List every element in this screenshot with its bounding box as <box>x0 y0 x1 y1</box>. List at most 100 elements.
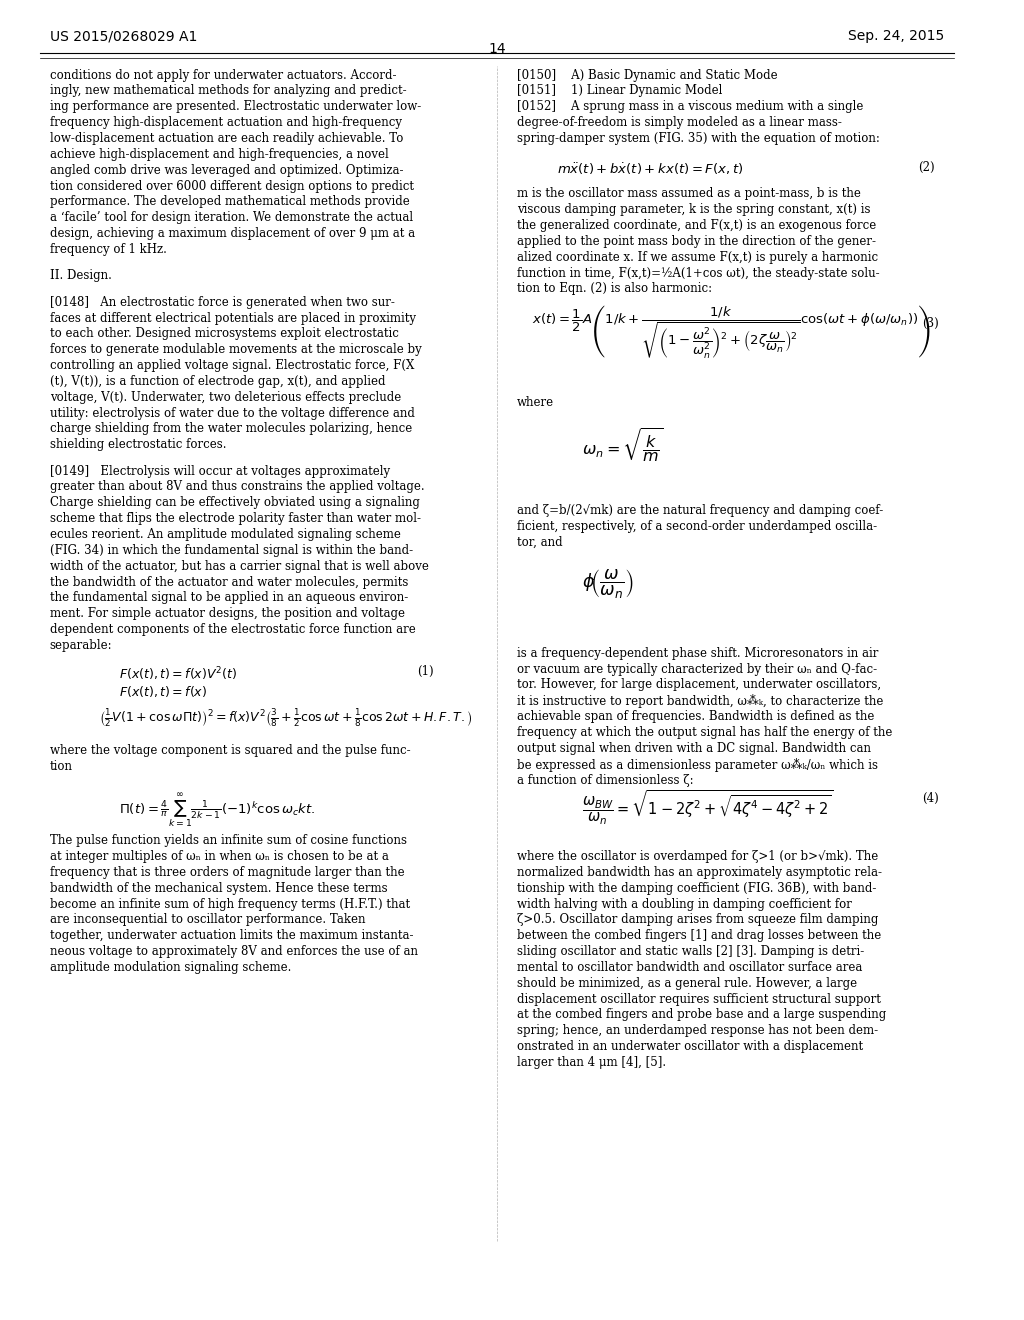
Text: between the combed fingers [1] and drag losses between the: between the combed fingers [1] and drag … <box>517 929 882 942</box>
Text: tor. However, for large displacement, underwater oscillators,: tor. However, for large displacement, un… <box>517 678 881 692</box>
Text: where the oscillator is overdamped for ζ>1 (or b>√mk). The: where the oscillator is overdamped for ζ… <box>517 850 879 863</box>
Text: $\Pi(t)=\frac{4}{\pi}\sum_{k=1}^{\infty}\frac{1}{2k-1}(-1)^k\cos\omega_c kt.$: $\Pi(t)=\frac{4}{\pi}\sum_{k=1}^{\infty}… <box>119 792 315 830</box>
Text: voltage, V(t). Underwater, two deleterious effects preclude: voltage, V(t). Underwater, two deleterio… <box>50 391 401 404</box>
Text: scheme that flips the electrode polarity faster than water mol-: scheme that flips the electrode polarity… <box>50 512 421 525</box>
Text: tion: tion <box>50 760 73 774</box>
Text: the generalized coordinate, and F(x,t) is an exogenous force: the generalized coordinate, and F(x,t) i… <box>517 219 877 232</box>
Text: $\phi\!\left(\dfrac{\omega}{\omega_n}\right)$: $\phi\!\left(\dfrac{\omega}{\omega_n}\ri… <box>582 568 634 599</box>
Text: $x(t) = \dfrac{1}{2}A\left(1/k + \dfrac{1/k}{\sqrt{\left(1-\dfrac{\omega^2}{\ome: $x(t) = \dfrac{1}{2}A\left(1/k + \dfrac{… <box>531 304 931 362</box>
Text: $\omega_n = \sqrt{\dfrac{k}{m}}$: $\omega_n = \sqrt{\dfrac{k}{m}}$ <box>582 428 664 465</box>
Text: conditions do not apply for underwater actuators. Accord-: conditions do not apply for underwater a… <box>50 69 396 82</box>
Text: angled comb drive was leveraged and optimized. Optimiza-: angled comb drive was leveraged and opti… <box>50 164 403 177</box>
Text: [0151]    1) Linear Dynamic Model: [0151] 1) Linear Dynamic Model <box>517 84 722 98</box>
Text: frequency at which the output signal has half the energy of the: frequency at which the output signal has… <box>517 726 892 739</box>
Text: ficient, respectively, of a second-order underdamped oscilla-: ficient, respectively, of a second-order… <box>517 520 877 533</box>
Text: spring-damper system (FIG. 35) with the equation of motion:: spring-damper system (FIG. 35) with the … <box>517 132 880 145</box>
Text: forces to generate modulable movements at the microscale by: forces to generate modulable movements a… <box>50 343 422 356</box>
Text: [0149]   Electrolysis will occur at voltages approximately: [0149] Electrolysis will occur at voltag… <box>50 465 390 478</box>
Text: applied to the point mass body in the direction of the gener-: applied to the point mass body in the di… <box>517 235 876 248</box>
Text: controlling an applied voltage signal. Electrostatic force, F(X: controlling an applied voltage signal. E… <box>50 359 414 372</box>
Text: dependent components of the electrostatic force function are: dependent components of the electrostati… <box>50 623 416 636</box>
Text: utility: electrolysis of water due to the voltage difference and: utility: electrolysis of water due to th… <box>50 407 415 420</box>
Text: width halving with a doubling in damping coefficient for: width halving with a doubling in damping… <box>517 898 852 911</box>
Text: tion considered over 6000 different design options to predict: tion considered over 6000 different desi… <box>50 180 414 193</box>
Text: (4): (4) <box>922 792 938 805</box>
Text: low-displacement actuation are each readily achievable. To: low-displacement actuation are each read… <box>50 132 403 145</box>
Text: width of the actuator, but has a carrier signal that is well above: width of the actuator, but has a carrier… <box>50 560 429 573</box>
Text: (1): (1) <box>418 665 434 678</box>
Text: (2): (2) <box>918 161 935 174</box>
Text: are inconsequential to oscillator performance. Taken: are inconsequential to oscillator perfor… <box>50 913 366 927</box>
Text: [0152]    A sprung mass in a viscous medium with a single: [0152] A sprung mass in a viscous medium… <box>517 100 863 114</box>
Text: (FIG. 34) in which the fundamental signal is within the band-: (FIG. 34) in which the fundamental signa… <box>50 544 413 557</box>
Text: where: where <box>517 396 554 409</box>
Text: ing performance are presented. Electrostatic underwater low-: ing performance are presented. Electrost… <box>50 100 421 114</box>
Text: ment. For simple actuator designs, the position and voltage: ment. For simple actuator designs, the p… <box>50 607 404 620</box>
Text: Charge shielding can be effectively obviated using a signaling: Charge shielding can be effectively obvi… <box>50 496 420 510</box>
Text: mental to oscillator bandwidth and oscillator surface area: mental to oscillator bandwidth and oscil… <box>517 961 862 974</box>
Text: or vacuum are typically characterized by their ωₙ and Q-fac-: or vacuum are typically characterized by… <box>517 663 877 676</box>
Text: become an infinite sum of high frequency terms (H.F.T.) that: become an infinite sum of high frequency… <box>50 898 410 911</box>
Text: greater than about 8V and thus constrains the applied voltage.: greater than about 8V and thus constrain… <box>50 480 424 494</box>
Text: separable:: separable: <box>50 639 113 652</box>
Text: displacement oscillator requires sufficient structural support: displacement oscillator requires suffici… <box>517 993 881 1006</box>
Text: neous voltage to approximately 8V and enforces the use of an: neous voltage to approximately 8V and en… <box>50 945 418 958</box>
Text: normalized bandwidth has an approximately asymptotic rela-: normalized bandwidth has an approximatel… <box>517 866 882 879</box>
Text: faces at different electrical potentials are placed in proximity: faces at different electrical potentials… <box>50 312 416 325</box>
Text: should be minimized, as a general rule. However, a large: should be minimized, as a general rule. … <box>517 977 857 990</box>
Text: $\left(\frac{1}{2}V(1+\cos\omega\Pi t)\right)^2 = f(x)V^2\left(\frac{3}{8}+\frac: $\left(\frac{1}{2}V(1+\cos\omega\Pi t)\r… <box>99 708 473 730</box>
Text: spring; hence, an underdamped response has not been dem-: spring; hence, an underdamped response h… <box>517 1024 878 1038</box>
Text: [0150]    A) Basic Dynamic and Static Mode: [0150] A) Basic Dynamic and Static Mode <box>517 69 777 82</box>
Text: (3): (3) <box>922 317 938 330</box>
Text: The pulse function yields an infinite sum of cosine functions: The pulse function yields an infinite su… <box>50 834 407 847</box>
Text: the fundamental signal to be applied in an aqueous environ-: the fundamental signal to be applied in … <box>50 591 408 605</box>
Text: and ζ=b/(2√mk) are the natural frequency and damping coef-: and ζ=b/(2√mk) are the natural frequency… <box>517 504 883 517</box>
Text: ecules reorient. An amplitude modulated signaling scheme: ecules reorient. An amplitude modulated … <box>50 528 400 541</box>
Text: to each other. Designed microsystems exploit electrostatic: to each other. Designed microsystems exp… <box>50 327 398 341</box>
Text: design, achieving a maximum displacement of over 9 μm at a: design, achieving a maximum displacement… <box>50 227 415 240</box>
Text: function in time, F(x,t)=½A(1+cos ωt), the steady-state solu-: function in time, F(x,t)=½A(1+cos ωt), t… <box>517 267 880 280</box>
Text: at integer multiples of ωₙ in when ωₙ is chosen to be at a: at integer multiples of ωₙ in when ωₙ is… <box>50 850 388 863</box>
Text: a ‘facile’ tool for design iteration. We demonstrate the actual: a ‘facile’ tool for design iteration. We… <box>50 211 413 224</box>
Text: where the voltage component is squared and the pulse func-: where the voltage component is squared a… <box>50 744 411 758</box>
Text: frequency high-displacement actuation and high-frequency: frequency high-displacement actuation an… <box>50 116 401 129</box>
Text: be expressed as a dimensionless parameter ω⁂ₖ/ωₙ which is: be expressed as a dimensionless paramete… <box>517 758 878 772</box>
Text: together, underwater actuation limits the maximum instanta-: together, underwater actuation limits th… <box>50 929 414 942</box>
Text: $F(x(t), t) = f(x)V^2(t)$: $F(x(t), t) = f(x)V^2(t)$ <box>119 665 238 682</box>
Text: viscous damping parameter, k is the spring constant, x(t) is: viscous damping parameter, k is the spri… <box>517 203 870 216</box>
Text: $m\ddot{x}(t)+b\dot{x}(t)+kx(t)=F(x,t)$: $m\ddot{x}(t)+b\dot{x}(t)+kx(t)=F(x,t)$ <box>557 161 743 177</box>
Text: $F(x(t), t) = f(x)$: $F(x(t), t) = f(x)$ <box>119 684 208 698</box>
Text: frequency that is three orders of magnitude larger than the: frequency that is three orders of magnit… <box>50 866 404 879</box>
Text: degree-of-freedom is simply modeled as a linear mass-: degree-of-freedom is simply modeled as a… <box>517 116 842 129</box>
Text: tionship with the damping coefficient (FIG. 36B), with band-: tionship with the damping coefficient (F… <box>517 882 877 895</box>
Text: sliding oscillator and static walls [2] [3]. Damping is detri-: sliding oscillator and static walls [2] … <box>517 945 864 958</box>
Text: US 2015/0268029 A1: US 2015/0268029 A1 <box>50 29 197 44</box>
Text: output signal when driven with a DC signal. Bandwidth can: output signal when driven with a DC sign… <box>517 742 871 755</box>
Text: achievable span of frequencies. Bandwidth is defined as the: achievable span of frequencies. Bandwidt… <box>517 710 874 723</box>
Text: larger than 4 μm [4], [5].: larger than 4 μm [4], [5]. <box>517 1056 666 1069</box>
Text: tion to Eqn. (2) is also harmonic:: tion to Eqn. (2) is also harmonic: <box>517 282 712 296</box>
Text: bandwidth of the mechanical system. Hence these terms: bandwidth of the mechanical system. Henc… <box>50 882 387 895</box>
Text: a function of dimensionless ζ:: a function of dimensionless ζ: <box>517 774 693 787</box>
Text: frequency of 1 kHz.: frequency of 1 kHz. <box>50 243 167 256</box>
Text: performance. The developed mathematical methods provide: performance. The developed mathematical … <box>50 195 410 209</box>
Text: II. Design.: II. Design. <box>50 269 112 282</box>
Text: amplitude modulation signaling scheme.: amplitude modulation signaling scheme. <box>50 961 291 974</box>
Text: is a frequency-dependent phase shift. Microresonators in air: is a frequency-dependent phase shift. Mi… <box>517 647 879 660</box>
Text: 14: 14 <box>488 42 506 57</box>
Text: $\dfrac{\omega_{BW}}{\omega_n} = \sqrt{1-2\zeta^2+\sqrt{4\zeta^4-4\zeta^2+2}}$: $\dfrac{\omega_{BW}}{\omega_n} = \sqrt{1… <box>582 788 834 828</box>
Text: (t), V(t)), is a function of electrode gap, x(t), and applied: (t), V(t)), is a function of electrode g… <box>50 375 385 388</box>
Text: onstrated in an underwater oscillator with a displacement: onstrated in an underwater oscillator wi… <box>517 1040 863 1053</box>
Text: ingly, new mathematical methods for analyzing and predict-: ingly, new mathematical methods for anal… <box>50 84 407 98</box>
Text: [0148]   An electrostatic force is generated when two sur-: [0148] An electrostatic force is generat… <box>50 296 394 309</box>
Text: ζ>0.5. Oscillator damping arises from squeeze film damping: ζ>0.5. Oscillator damping arises from sq… <box>517 913 879 927</box>
Text: achieve high-displacement and high-frequencies, a novel: achieve high-displacement and high-frequ… <box>50 148 388 161</box>
Text: shielding electrostatic forces.: shielding electrostatic forces. <box>50 438 226 451</box>
Text: m is the oscillator mass assumed as a point-mass, b is the: m is the oscillator mass assumed as a po… <box>517 187 861 201</box>
Text: at the combed fingers and probe base and a large suspending: at the combed fingers and probe base and… <box>517 1008 886 1022</box>
Text: tor, and: tor, and <box>517 536 562 549</box>
Text: it is instructive to report bandwidth, ω⁂ₖ, to characterize the: it is instructive to report bandwidth, ω… <box>517 694 884 709</box>
Text: the bandwidth of the actuator and water molecules, permits: the bandwidth of the actuator and water … <box>50 576 409 589</box>
Text: charge shielding from the water molecules polarizing, hence: charge shielding from the water molecule… <box>50 422 412 436</box>
Text: Sep. 24, 2015: Sep. 24, 2015 <box>848 29 944 44</box>
